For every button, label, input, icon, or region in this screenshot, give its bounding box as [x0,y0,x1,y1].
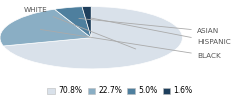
Legend: 70.8%, 22.7%, 5.0%, 1.6%: 70.8%, 22.7%, 5.0%, 1.6% [47,86,193,96]
Text: BLACK: BLACK [40,29,221,59]
Text: WHITE: WHITE [24,7,136,49]
Wedge shape [3,7,182,69]
Wedge shape [82,7,91,38]
Text: ASIAN: ASIAN [79,18,219,34]
Wedge shape [54,7,91,38]
Text: HISPANIC: HISPANIC [91,18,231,45]
Wedge shape [0,9,91,46]
